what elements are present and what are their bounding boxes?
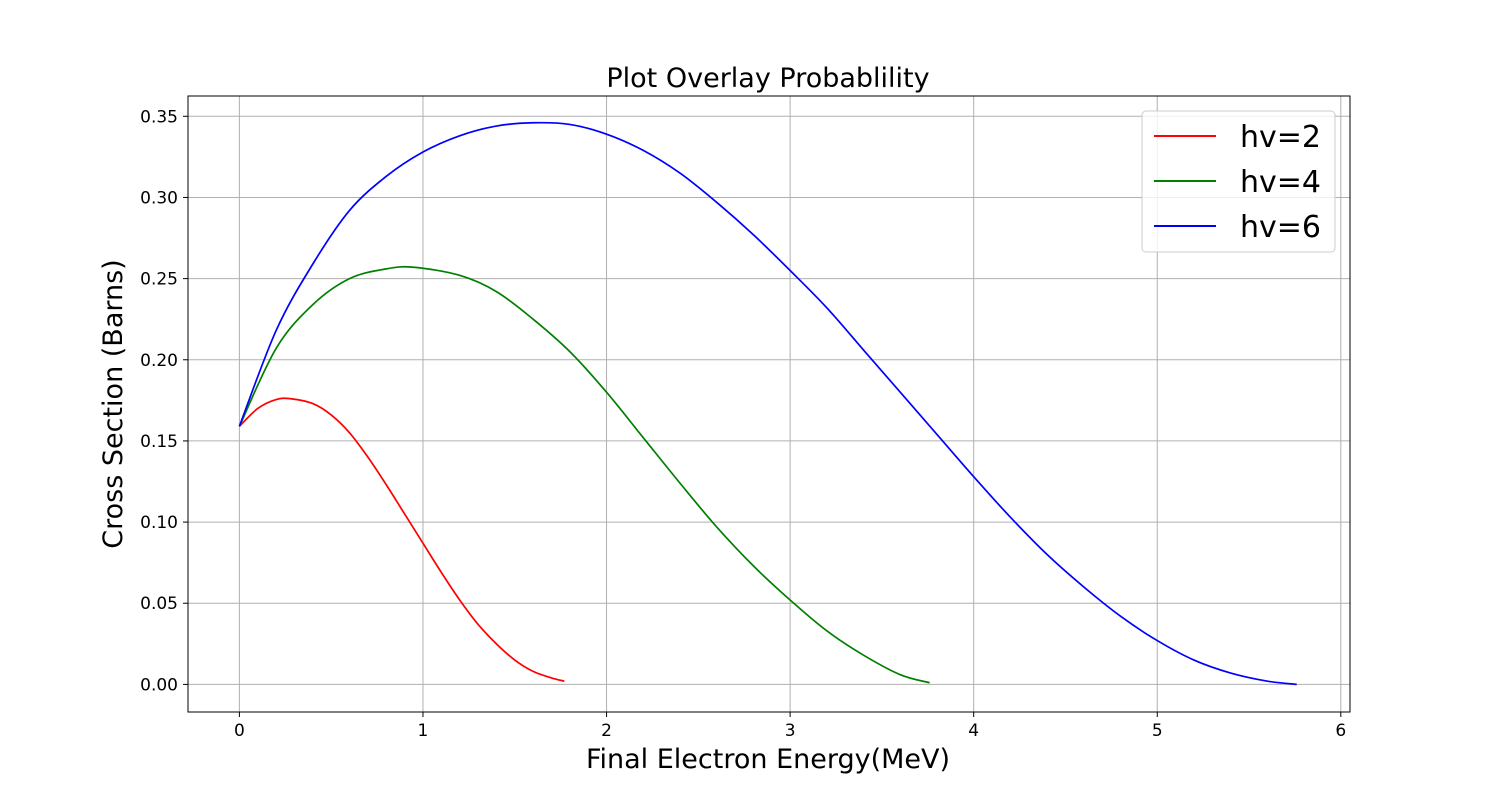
series-line-hv-6 (238, 121, 1297, 686)
y-tick-label: 0.05 (140, 594, 178, 614)
x-tick-label: 6 (1335, 721, 1346, 741)
y-axis: 0.00 0.05 0.10 0.15 0.20 0.25 0.30 0.35 (140, 107, 188, 695)
legend-label: hv=4 (1240, 165, 1321, 200)
chart-title: Plot Overlay Probablility (606, 63, 929, 94)
y-tick-label: 0.25 (140, 270, 178, 290)
legend: hv=2 hv=4 hv=6 (1141, 110, 1336, 253)
plot-frame (187, 95, 1351, 713)
y-tick-label: 0.10 (140, 513, 178, 533)
x-tick-label: 4 (968, 721, 979, 741)
x-axis-label: Final Electron Energy(MeV) (586, 744, 950, 775)
y-tick-label: 0.30 (140, 188, 178, 208)
series-line-hv-2 (238, 397, 565, 682)
series-layer (238, 121, 1297, 686)
x-tick-label: 1 (418, 721, 429, 741)
y-tick-label: 0.20 (140, 351, 178, 371)
x-tick-label: 0 (234, 721, 245, 741)
y-tick-label: 0.35 (140, 107, 178, 127)
x-tick-label: 3 (785, 721, 796, 741)
y-axis-label: Cross Section (Barns) (98, 259, 129, 548)
y-tick-label: 0.00 (140, 675, 178, 695)
x-axis: 0 1 2 3 4 5 6 (234, 712, 1346, 741)
legend-label: hv=6 (1240, 210, 1321, 245)
x-tick-label: 2 (601, 721, 612, 741)
legend-label: hv=2 (1240, 120, 1321, 155)
x-tick-label: 5 (1152, 721, 1163, 741)
legend-box (1141, 110, 1336, 253)
y-tick-label: 0.15 (140, 432, 178, 452)
series-line-hv-4 (238, 265, 930, 684)
